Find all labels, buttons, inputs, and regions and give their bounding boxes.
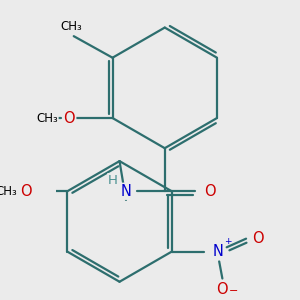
Text: +: +	[224, 237, 232, 246]
Text: O: O	[64, 110, 75, 125]
Text: CH₃: CH₃	[61, 20, 82, 33]
Text: CH₃: CH₃	[36, 112, 58, 124]
Text: −: −	[229, 286, 238, 296]
Text: CH₃: CH₃	[0, 185, 17, 198]
Text: N: N	[121, 184, 131, 199]
Text: O: O	[252, 231, 264, 246]
Text: O: O	[20, 184, 32, 199]
Text: O: O	[204, 184, 216, 199]
Text: H: H	[108, 174, 118, 187]
Text: N: N	[213, 244, 224, 259]
Text: O: O	[217, 282, 228, 297]
